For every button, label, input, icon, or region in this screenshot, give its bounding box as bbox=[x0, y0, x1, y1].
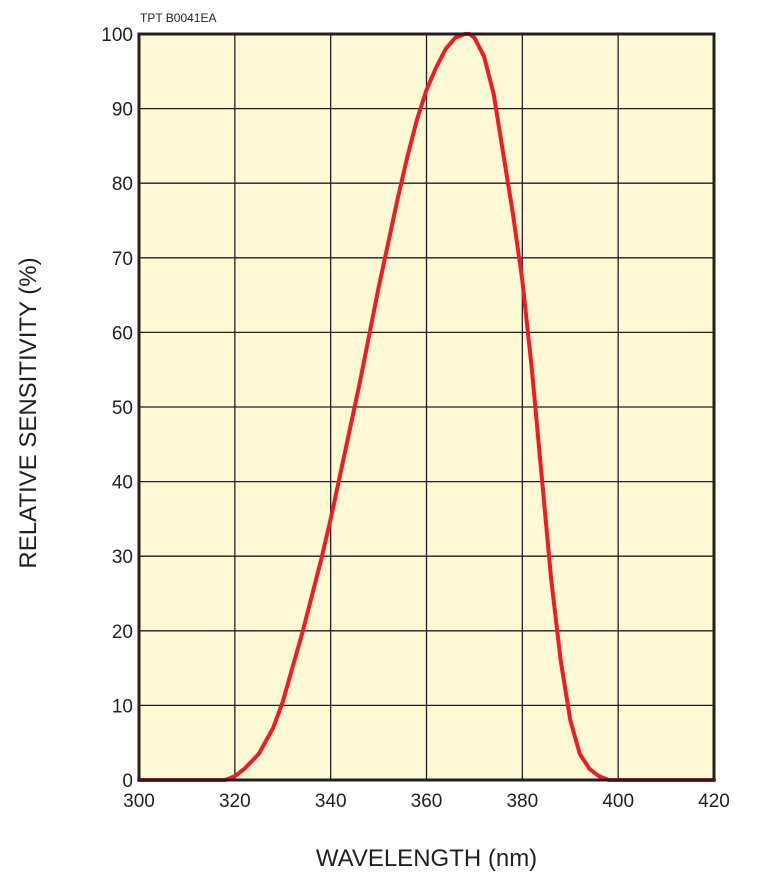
y-tick-label: 20 bbox=[112, 622, 133, 643]
x-tick-label: 340 bbox=[315, 791, 347, 812]
x-axis-title: WAVELENGTH (nm) bbox=[316, 845, 537, 872]
x-tick-label: 400 bbox=[602, 791, 634, 812]
y-tick-label: 30 bbox=[112, 547, 133, 568]
figure-code: TPT B0041EA bbox=[140, 11, 217, 25]
y-tick-label: 0 bbox=[122, 771, 133, 792]
y-tick-label: 50 bbox=[112, 398, 133, 419]
y-axis-title: RELATIVE SENSITIVITY (%) bbox=[15, 257, 42, 568]
y-tick-label: 10 bbox=[112, 696, 133, 717]
plot-frame bbox=[137, 32, 716, 782]
y-tick-label: 70 bbox=[112, 249, 133, 270]
x-tick-label: 300 bbox=[123, 791, 155, 812]
y-tick-label: 100 bbox=[101, 25, 133, 46]
x-tick-label: 320 bbox=[219, 791, 251, 812]
y-tick-label: 60 bbox=[112, 323, 133, 344]
x-axis-ticks: 300 320 340 360 380 400 420 bbox=[123, 791, 730, 812]
x-tick-label: 380 bbox=[506, 791, 538, 812]
x-tick-label: 360 bbox=[411, 791, 443, 812]
y-tick-label: 40 bbox=[112, 473, 133, 494]
y-tick-label: 90 bbox=[112, 100, 133, 121]
sensitivity-curve bbox=[137, 32, 716, 782]
x-tick-label: 420 bbox=[698, 791, 730, 812]
y-axis-ticks: 0 10 20 30 40 50 60 70 80 90 100 bbox=[101, 25, 133, 792]
y-tick-label: 80 bbox=[112, 174, 133, 195]
